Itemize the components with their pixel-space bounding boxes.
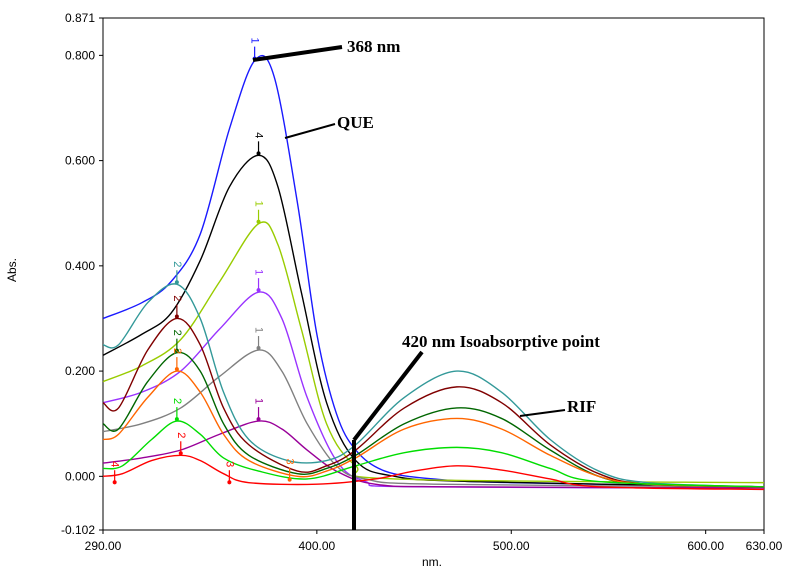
y-tick-label: 0.400 <box>65 259 95 273</box>
y-tick-label: 0.600 <box>65 154 95 168</box>
series-line-red <box>102 454 765 491</box>
x-tick-label: 630.00 <box>746 539 783 553</box>
peak-marker-dot <box>256 346 261 351</box>
peak-marker-dot <box>227 480 232 485</box>
series-line-black <box>102 154 765 488</box>
peak-marker-dot <box>174 348 179 353</box>
peak-marker-label: 4 <box>109 461 121 467</box>
peak-marker-label: 3 <box>223 461 235 467</box>
series-line-gray <box>102 349 765 488</box>
y-tick-label: -0.102 <box>61 523 95 537</box>
que-pointer <box>284 123 336 139</box>
y-axis-label: Abs. <box>5 258 19 282</box>
peak-marker-dot <box>256 417 261 422</box>
peak-marker-dot <box>256 219 261 224</box>
peak-marker-dot <box>174 417 179 422</box>
annotation-368nm: 368 nm <box>347 37 400 56</box>
peak-marker-dot <box>178 451 183 456</box>
peak-marker-label: 2 <box>175 432 187 438</box>
series-line-maroon <box>102 317 765 488</box>
y-tick-label: 0.200 <box>65 364 95 378</box>
peak-marker-dot <box>112 480 117 485</box>
peak-marker-dot <box>287 477 292 482</box>
annotations: 368 nm QUE 420 nm Isoabsorptive point RI… <box>252 37 600 530</box>
y-tick-label: 0.800 <box>65 48 95 62</box>
series-line-yellow-green <box>102 221 765 484</box>
axes: 0.871 0.800 0.600 0.400 0.200 0.000 -0.102 290.… <box>61 11 783 553</box>
peak-marker-label: 3 <box>284 459 296 465</box>
series-line-orange <box>102 370 765 488</box>
rif-pointer <box>519 409 566 417</box>
peak-marker-label: 2 <box>171 295 183 301</box>
peak-marker-dot <box>256 288 261 293</box>
x-tick-label: 400.00 <box>299 539 336 553</box>
peak-marker-label: 1 <box>249 38 261 44</box>
series-line-blue <box>102 54 765 488</box>
marker-group: 1 4 1 1 1 1 2 2 2 2 2 2 3 4 3 <box>109 38 296 485</box>
peak-368-pointer <box>252 45 343 62</box>
plot-frame <box>102 17 765 531</box>
peak-marker-dot <box>174 367 179 372</box>
peak-marker-label: 4 <box>253 132 265 138</box>
peak-marker-label: 2 <box>171 330 183 336</box>
peak-marker-label: 1 <box>253 398 265 404</box>
peak-marker-label: 1 <box>253 201 265 207</box>
peak-marker-dot <box>256 151 261 156</box>
x-tick-label: 290.00 <box>85 539 122 553</box>
peak-marker-label: 1 <box>253 269 265 275</box>
series-group <box>102 54 765 491</box>
y-tick-label: 0.000 <box>65 469 95 483</box>
peak-marker-label: 2 <box>171 348 183 354</box>
peak-marker-label: 1 <box>253 327 265 333</box>
isoabsorptive-pointer <box>352 350 424 442</box>
peak-marker-label: 2 <box>171 261 183 267</box>
series-line-violet <box>102 291 765 489</box>
x-tick-label: 600.00 <box>687 539 724 553</box>
annotation-que: QUE <box>337 113 374 132</box>
annotation-isoabsorptive: 420 nm Isoabsorptive point <box>402 332 600 351</box>
series-line-green <box>102 420 765 488</box>
peak-marker-label: 2 <box>171 398 183 404</box>
peak-marker-dot <box>174 280 179 285</box>
series-line-dark-green <box>102 351 765 488</box>
y-tick-label: 0.871 <box>65 11 95 25</box>
x-axis-label: nm. <box>422 555 442 569</box>
x-tick-label: 500.00 <box>493 539 530 553</box>
series-line-purple <box>102 420 765 489</box>
series-line-teal <box>102 283 765 488</box>
annotation-rif: RIF <box>567 397 596 416</box>
peak-marker-dot <box>174 314 179 319</box>
